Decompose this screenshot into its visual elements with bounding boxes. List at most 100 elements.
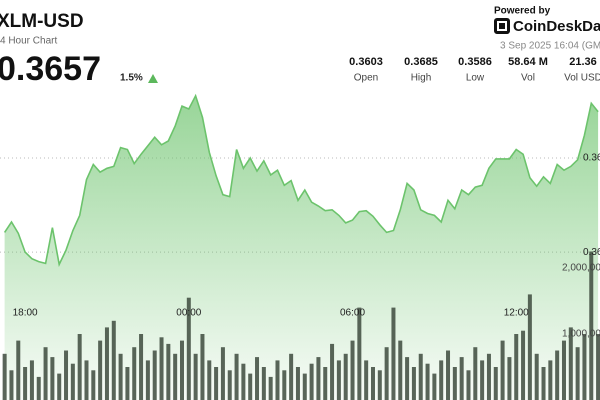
volume-bar: [330, 343, 335, 400]
volume-bar: [316, 357, 321, 400]
volume-bar: [145, 360, 150, 400]
powered-by: Powered by: [494, 6, 551, 17]
stat-value: 21.36: [569, 56, 597, 68]
volume-bar: [514, 334, 519, 400]
x-tick-label: 06:00: [340, 308, 365, 319]
volume-bar: [350, 340, 355, 400]
volume-bar: [16, 340, 21, 400]
volume-bar: [70, 363, 75, 400]
volume-bar: [255, 357, 260, 400]
volume-bar: [521, 330, 526, 400]
volume-bar: [227, 370, 232, 400]
stat-value: 0.3586: [458, 56, 492, 68]
volume-bar: [220, 347, 225, 400]
volume-bar: [493, 367, 498, 400]
brand: CoinDeskData: [513, 18, 600, 35]
stat-label: Vol: [521, 73, 535, 84]
volume-bar: [241, 363, 246, 400]
up-arrow: [148, 74, 158, 83]
volume-bar: [275, 360, 280, 400]
volume-bar: [452, 367, 457, 400]
volume-bar: [309, 363, 314, 400]
volume-bar: [582, 334, 587, 400]
volume-bar: [480, 360, 485, 400]
y2-tick-label: 2,000,000: [562, 263, 600, 274]
volume-bar: [575, 347, 580, 400]
stats: 0.3603 Open 0.3685 High 0.3586 Low 58.64 M Vol 2…: [349, 56, 600, 84]
volume-bar: [77, 334, 82, 400]
y-tick-label: 0.365: [583, 153, 600, 164]
volume-bar: [561, 340, 566, 400]
volume-bar: [391, 307, 396, 400]
volume-bar: [261, 367, 266, 400]
volume-bar: [214, 367, 219, 400]
volume-bar: [282, 370, 287, 400]
volume-bar: [234, 353, 239, 400]
volume-bar: [152, 350, 157, 400]
volume-bar: [139, 334, 144, 400]
volume-bar: [398, 340, 403, 400]
volume-bar: [104, 327, 109, 400]
volume-bar: [548, 360, 553, 400]
price-line: [3, 93, 599, 267]
volume-bar: [84, 360, 89, 400]
volume-bar: [541, 367, 546, 400]
volume-bar: [173, 353, 178, 400]
volume-bar: [179, 340, 184, 400]
volume-bar: [302, 373, 307, 400]
volume-bar: [364, 360, 369, 400]
brand-logo: [494, 18, 510, 34]
title: XLM-USD: [0, 11, 84, 32]
stat-value: 0.3685: [404, 56, 438, 68]
volume-bar: [418, 353, 423, 400]
x-tick-label: 18:00: [13, 308, 38, 319]
volume-bar: [486, 353, 491, 400]
subtitle: 4 Hour Chart: [0, 36, 57, 47]
stat-label: Low: [466, 73, 485, 84]
volume-bar: [446, 350, 451, 400]
volume-bar: [336, 360, 341, 400]
volume-bar: [193, 353, 198, 400]
volume-bar: [425, 363, 430, 400]
volume-bar: [9, 370, 14, 400]
plot-area: 0.364 0.365 1,000,000 2,000,000 18:00 00:00 06…: [0, 93, 600, 400]
volume-bar: [527, 294, 532, 400]
volume-bar: [166, 343, 171, 400]
volume-bar: [268, 376, 273, 400]
volume-bar: [384, 347, 389, 400]
x-tick-label: 00:00: [176, 308, 201, 319]
volume-bar: [91, 370, 96, 400]
volume-bar: [357, 307, 362, 400]
volume-bar: [159, 337, 164, 400]
volume-bar: [248, 373, 253, 400]
volume-bar: [29, 360, 34, 400]
price-area: [4, 95, 599, 400]
volume-bar: [459, 357, 464, 400]
timestamp: 3 Sep 2025 16:04 (GMT: [500, 41, 600, 52]
volume-bar: [98, 340, 103, 400]
volume-bar: [50, 357, 55, 400]
volume-bar: [500, 340, 505, 400]
volume-bar: [186, 297, 191, 400]
volume-bar: [343, 353, 348, 400]
volume-bar: [43, 347, 48, 400]
y-tick-label: 0.364: [583, 247, 600, 258]
volume-bar: [405, 357, 410, 400]
volume-bar: [534, 353, 539, 400]
volume-bar: [466, 370, 471, 400]
volume-bar: [23, 367, 28, 400]
volume-bar: [64, 350, 69, 400]
volume-bar: [36, 376, 41, 400]
volume-bar: [589, 251, 594, 400]
x-tick-label: 12:00: [504, 308, 529, 319]
volume-bar: [57, 373, 62, 400]
volume-bar: [555, 350, 560, 400]
volume-bar: [439, 360, 444, 400]
stat-label: Vol USD: [564, 73, 600, 84]
volume-bar: [473, 347, 478, 400]
volume-bar: [295, 367, 300, 400]
volume-bar: [132, 347, 137, 400]
volume-bar: [2, 353, 7, 400]
stat-label: Open: [354, 73, 378, 84]
